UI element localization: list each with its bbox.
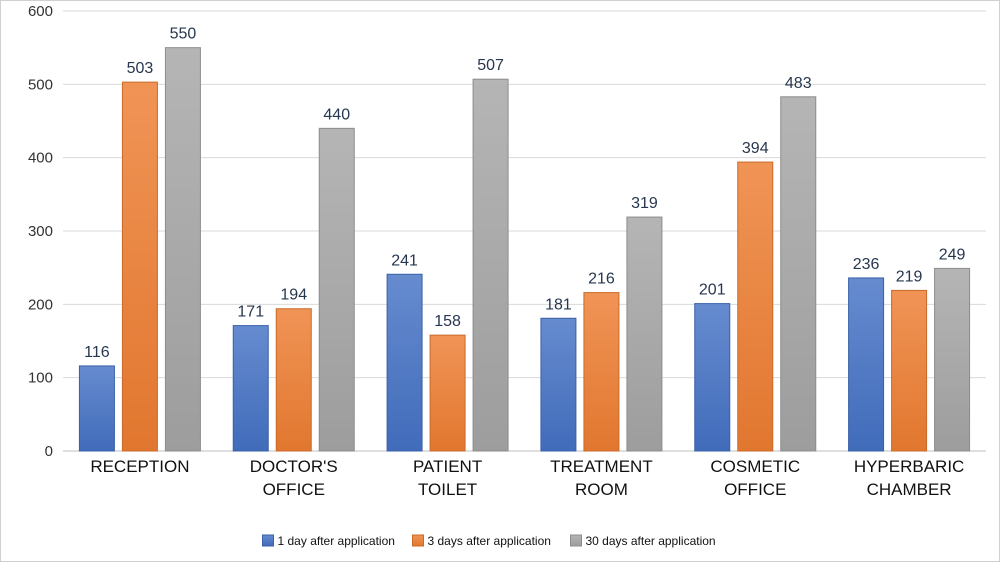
bar — [540, 317, 577, 452]
bar — [275, 308, 312, 452]
bar — [780, 96, 817, 452]
y-tick-label: 0 — [45, 443, 53, 460]
x-category-label: TREATMENT ROOM — [550, 457, 653, 499]
y-tick-label: 400 — [28, 150, 53, 167]
legend-swatch — [262, 534, 274, 547]
data-label: 158 — [434, 313, 461, 330]
data-label: 249 — [939, 246, 966, 263]
data-label: 236 — [853, 256, 880, 273]
legend: 1 day after application 3 days after appl… — [262, 534, 716, 548]
legend-swatch — [570, 534, 582, 547]
gridlines — [63, 10, 986, 452]
bar — [934, 267, 971, 452]
bar — [737, 161, 774, 452]
data-label: 503 — [127, 60, 154, 77]
bar — [429, 334, 466, 452]
data-label: 394 — [742, 140, 769, 157]
y-tick-label: 300 — [28, 223, 53, 240]
data-label: 219 — [896, 268, 923, 285]
bar — [78, 365, 115, 452]
data-labels: 116 503 550 171 194 440 241 158 507 181 216 319 201 3… — [84, 26, 965, 361]
y-tick-label: 200 — [28, 296, 53, 313]
legend-label: 30 days after application — [586, 534, 716, 548]
bars — [78, 47, 971, 452]
bar — [318, 127, 355, 452]
legend-item: 30 days after application — [570, 534, 716, 548]
bar — [694, 303, 731, 452]
bar — [891, 289, 928, 452]
data-label: 241 — [391, 252, 418, 269]
legend-label: 1 day after application — [278, 534, 395, 548]
y-axis-ticks: 0 100 200 300 400 500 600 — [28, 3, 53, 460]
y-tick-label: 600 — [28, 3, 53, 20]
data-label: 550 — [170, 26, 197, 43]
x-category-label: COSMETIC OFFICE — [710, 457, 800, 499]
data-label: 216 — [588, 271, 615, 288]
data-label: 171 — [237, 304, 264, 321]
x-axis-categories: RECEPTION DOCTOR'S OFFICE PATIENT TOILET TREA… — [90, 457, 964, 499]
legend-swatch — [412, 534, 424, 547]
x-category-label: PATIENT TOILET — [413, 457, 482, 499]
data-label: 116 — [84, 344, 110, 361]
bar — [583, 292, 620, 452]
bar — [232, 325, 269, 452]
bar — [121, 81, 158, 452]
bar — [848, 277, 885, 452]
data-label: 483 — [785, 75, 812, 92]
bar — [626, 216, 663, 452]
data-label: 319 — [631, 195, 658, 212]
x-category-label: DOCTOR'S OFFICE — [250, 457, 338, 499]
data-label: 440 — [323, 106, 350, 123]
y-tick-label: 500 — [28, 76, 53, 93]
legend-label: 3 days after application — [428, 534, 551, 548]
bar — [164, 47, 201, 452]
legend-item: 1 day after application — [262, 534, 395, 548]
bar — [386, 273, 423, 452]
y-tick-label: 100 — [28, 370, 53, 387]
x-category-label: HYPERBARIC CHAMBER — [854, 457, 965, 499]
legend-item: 3 days after application — [412, 534, 551, 548]
data-label: 181 — [545, 296, 572, 313]
data-label: 201 — [699, 282, 726, 299]
data-label: 194 — [280, 287, 307, 304]
x-category-label: RECEPTION — [90, 457, 189, 476]
bar — [472, 78, 509, 452]
data-label: 507 — [477, 57, 504, 74]
